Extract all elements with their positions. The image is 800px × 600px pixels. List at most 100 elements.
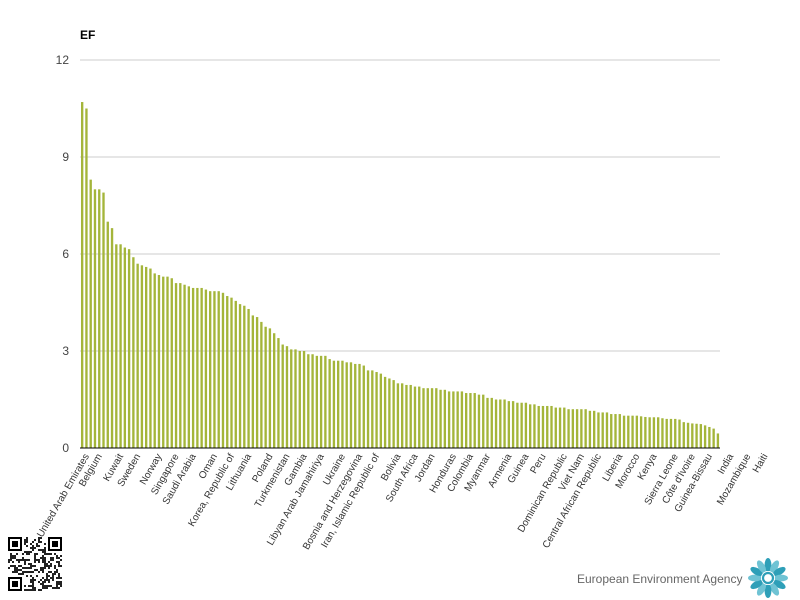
bar	[362, 365, 365, 448]
bar	[529, 404, 532, 448]
bar	[524, 402, 528, 448]
bar	[354, 363, 357, 448]
bar	[328, 359, 331, 448]
qr-code-icon	[8, 537, 62, 591]
bar	[183, 284, 186, 448]
bar	[157, 275, 161, 448]
bar	[319, 355, 323, 448]
y-axis-ticks: 0 3 6 9 12	[56, 53, 70, 455]
bar	[375, 372, 378, 448]
bar	[255, 317, 259, 448]
bar	[695, 423, 698, 448]
bar	[234, 300, 237, 448]
bar	[648, 417, 651, 448]
bar	[593, 410, 596, 448]
bar	[456, 391, 459, 448]
bar	[635, 415, 639, 448]
bar	[584, 409, 587, 448]
bar	[136, 263, 139, 448]
bar	[601, 412, 604, 448]
bar	[324, 355, 327, 448]
x-tick-label: United Arab Emirates	[35, 452, 92, 539]
bar	[213, 291, 216, 448]
bar	[494, 399, 498, 448]
y-tick-label: 6	[62, 247, 69, 261]
bar	[699, 424, 703, 448]
bar	[358, 363, 361, 448]
bar	[716, 433, 720, 448]
bar	[285, 346, 289, 448]
bar	[132, 257, 135, 448]
bar	[311, 354, 314, 448]
x-tick-label: Peru	[528, 452, 548, 476]
bar	[277, 338, 280, 448]
bar	[439, 389, 442, 448]
bar	[123, 247, 127, 448]
y-tick-label: 3	[62, 344, 69, 358]
bar	[657, 417, 660, 448]
bar	[315, 355, 319, 448]
bar	[413, 386, 417, 448]
bar	[678, 419, 681, 448]
bar	[520, 402, 523, 448]
bar	[443, 389, 447, 448]
bar	[465, 393, 468, 448]
bar	[273, 333, 276, 448]
bar	[546, 405, 549, 448]
bar	[511, 401, 515, 448]
bar	[486, 397, 489, 448]
bar	[610, 414, 613, 448]
bar	[430, 388, 434, 448]
bar	[379, 373, 383, 448]
bar	[401, 383, 404, 448]
bar	[251, 315, 255, 448]
bar	[349, 362, 353, 448]
bar	[298, 351, 301, 448]
bar	[238, 304, 242, 448]
bar	[221, 292, 225, 448]
bar	[418, 386, 421, 448]
bar	[140, 265, 144, 448]
bar	[558, 407, 562, 448]
bar	[115, 244, 118, 448]
bar	[435, 388, 438, 448]
bar	[588, 410, 592, 448]
y-tick-label: 0	[62, 441, 69, 455]
bar	[482, 394, 485, 448]
bar	[426, 388, 429, 448]
bar	[507, 401, 511, 448]
bar	[281, 344, 284, 448]
bar	[264, 326, 267, 448]
bar	[708, 426, 711, 448]
bar	[686, 422, 690, 448]
bar	[537, 405, 540, 448]
bar	[627, 415, 630, 448]
bar	[260, 321, 263, 448]
bar	[622, 415, 626, 448]
bar	[563, 407, 566, 448]
bar	[179, 283, 182, 448]
bar	[614, 414, 617, 448]
bar	[571, 409, 575, 448]
y-tick-label: 9	[62, 150, 69, 164]
bar	[469, 393, 472, 448]
bar	[127, 249, 131, 448]
bar	[618, 414, 621, 448]
bar	[661, 418, 664, 448]
agency-name: European Environment Agency	[577, 572, 743, 586]
bar	[110, 228, 114, 448]
bar	[452, 391, 455, 448]
bar	[230, 297, 233, 448]
bar	[294, 349, 297, 448]
bar	[217, 291, 220, 448]
bar	[703, 425, 707, 448]
bar	[149, 268, 152, 448]
bar	[247, 308, 250, 448]
bar	[652, 417, 656, 448]
bar	[307, 354, 310, 448]
bar	[200, 287, 203, 448]
bar	[332, 360, 336, 448]
bar	[191, 287, 195, 448]
x-tick-label: Haiti	[751, 452, 771, 475]
gridlines	[80, 59, 720, 352]
